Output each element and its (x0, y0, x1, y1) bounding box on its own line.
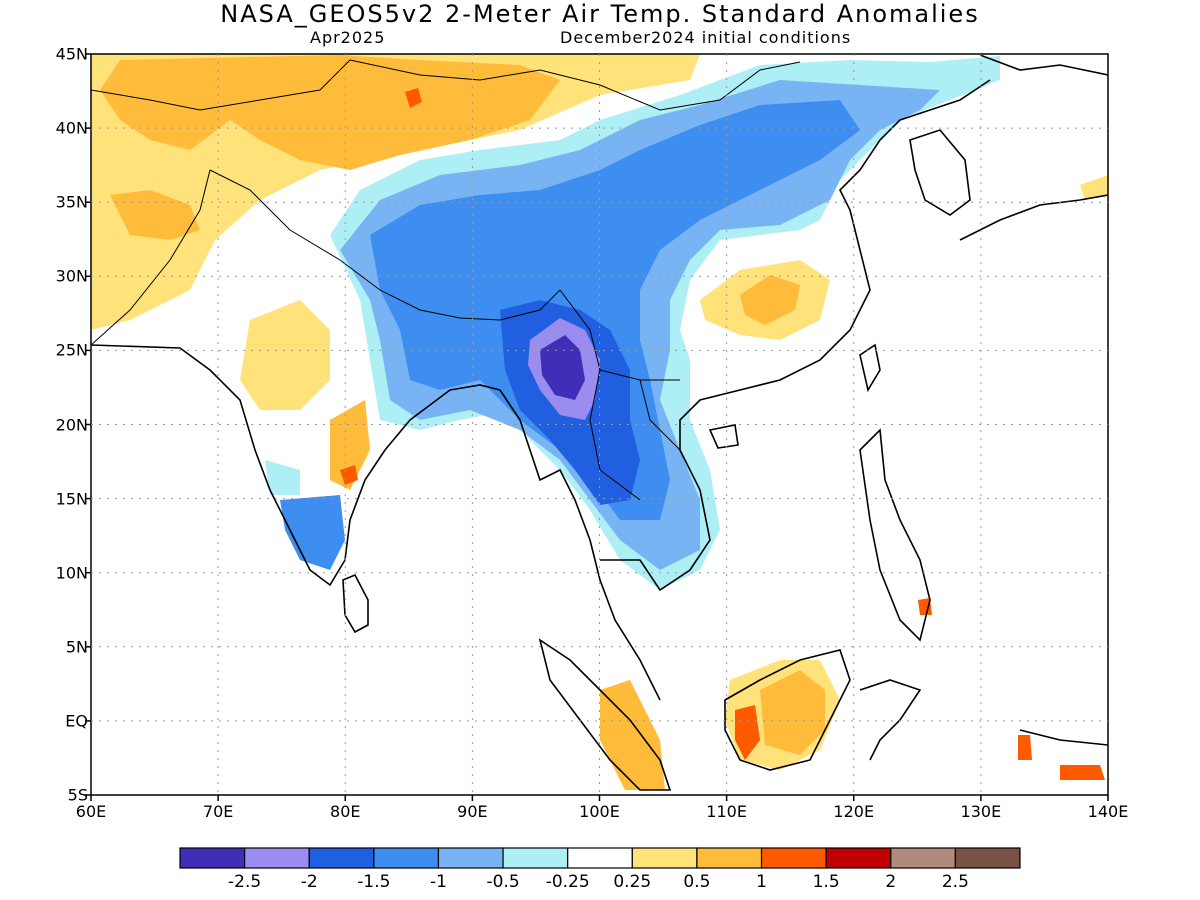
colorbar-bin-p1 (760, 847, 827, 869)
colorbar-bin-p2 (890, 847, 956, 869)
border-mongolia (349, 59, 801, 111)
colorbar-bin-neutral (567, 847, 633, 869)
lat-tick-label: 25N (55, 340, 88, 360)
border-mainland-sea (559, 289, 681, 501)
border-himalaya (209, 169, 561, 321)
colorbar-bin-p025 (631, 847, 698, 869)
national-borders (91, 59, 801, 501)
warm-anomaly-se-china-core (740, 275, 800, 325)
warm-anomaly-east-coast (330, 400, 370, 490)
warm-anomaly-north-core (100, 55, 560, 170)
colorbar-bin-p15 (825, 847, 892, 869)
coast-sulawesi (859, 679, 922, 761)
colorbar-label: 2 (885, 872, 897, 892)
colorbar-bin-p25 (954, 847, 1021, 869)
colorbar-label: 0.25 (613, 872, 652, 892)
warm-anomaly-borneo-core (760, 670, 825, 755)
colorbar-bin-m05 (437, 847, 504, 869)
colorbar-label: 1.5 (812, 872, 840, 892)
cold-anomaly-south-india-outer (265, 460, 300, 495)
lon-tick-label: 80E (330, 802, 361, 821)
graticule (91, 54, 1108, 795)
colorbar (179, 847, 1021, 869)
colorbar-label: 1 (756, 872, 767, 892)
coast-sumatra (538, 638, 672, 791)
colorbar-label: 0.5 (683, 872, 711, 892)
lat-tick-label: 5N (65, 637, 88, 657)
lon-tick-label: 110E (706, 802, 747, 821)
cold-anomaly-extreme (540, 335, 585, 400)
lon-tick-label: 120E (833, 802, 875, 821)
warm-spot-philippines (918, 598, 932, 615)
colorbar-label: -2 (300, 872, 318, 892)
coast-hainan (708, 424, 739, 449)
lat-tick-label: 15N (55, 489, 88, 509)
colorbar-bin-m025 (502, 847, 569, 869)
warm-spot-new-guinea (1060, 765, 1105, 780)
lon-tick-label: 70E (202, 802, 234, 821)
lat-tick-label: 35N (55, 192, 88, 212)
coast-india (91, 344, 501, 587)
warm-anomaly-india (240, 300, 330, 410)
colorbar-label: -0.5 (486, 872, 520, 892)
colorbar-label: -2.5 (228, 872, 262, 892)
coast-taiwan (859, 343, 881, 393)
colorbar-bin-m2 (244, 847, 310, 869)
warm-spot-east-coast (340, 465, 358, 485)
map-title: NASA_GEOS5v2 2-Meter Air Temp. Standard … (220, 0, 980, 28)
coast-korea (909, 129, 971, 216)
colorbar-bin-p05 (696, 847, 763, 869)
axis-ticks (85, 53, 1109, 801)
coast-southeast-asia (499, 79, 991, 701)
lat-tick-label: 10N (55, 563, 88, 583)
colorbar-bin-m25 (179, 847, 246, 869)
warm-spot (405, 88, 422, 108)
colorbar-label: 2.5 (941, 872, 969, 892)
anomaly-fields (91, 54, 1108, 790)
warm-spot-borneo (735, 705, 760, 760)
colorbar-bin-m15 (308, 847, 375, 869)
coastlines (91, 54, 1108, 791)
lat-tick-label: 20N (55, 415, 88, 434)
lon-tick-label: 100E (579, 802, 620, 821)
coast-japan (959, 54, 1108, 241)
initial-conditions: December2024 initial conditions (560, 28, 852, 47)
lat-tick-label: 5S (67, 785, 88, 805)
lat-tick-label: 40N (55, 118, 88, 138)
cold-anomaly-south-india (280, 495, 345, 570)
colorbar-label: -1.5 (357, 872, 391, 892)
lon-tick-label: 130E (960, 802, 1002, 821)
coast-philippines (859, 428, 931, 642)
lat-tick-label: 30N (55, 266, 88, 286)
coast-new-guinea (1019, 729, 1108, 746)
border-central-asia (91, 59, 351, 111)
colorbar-label: -1 (429, 872, 447, 892)
warm-spot-new-guinea-west (1018, 735, 1032, 760)
colorbar-bin-m1 (373, 847, 440, 869)
border-pakistan (91, 169, 211, 346)
coast-borneo (724, 649, 851, 771)
lat-tick-label: 45N (55, 44, 88, 64)
warm-anomaly-sumatra (600, 680, 665, 790)
warm-anomaly-japan (1080, 175, 1108, 200)
lon-tick-label: 90E (457, 802, 488, 821)
lon-tick-label: 140E (1087, 802, 1129, 821)
cold-anomaly-strong (370, 100, 860, 520)
coast-sri-lanka (342, 573, 369, 634)
colorbar-label: -0.25 (545, 872, 590, 892)
forecast-month: Apr2025 (310, 28, 386, 47)
lon-tick-label: 60E (75, 802, 107, 821)
lat-tick-label: EQ (65, 711, 88, 731)
